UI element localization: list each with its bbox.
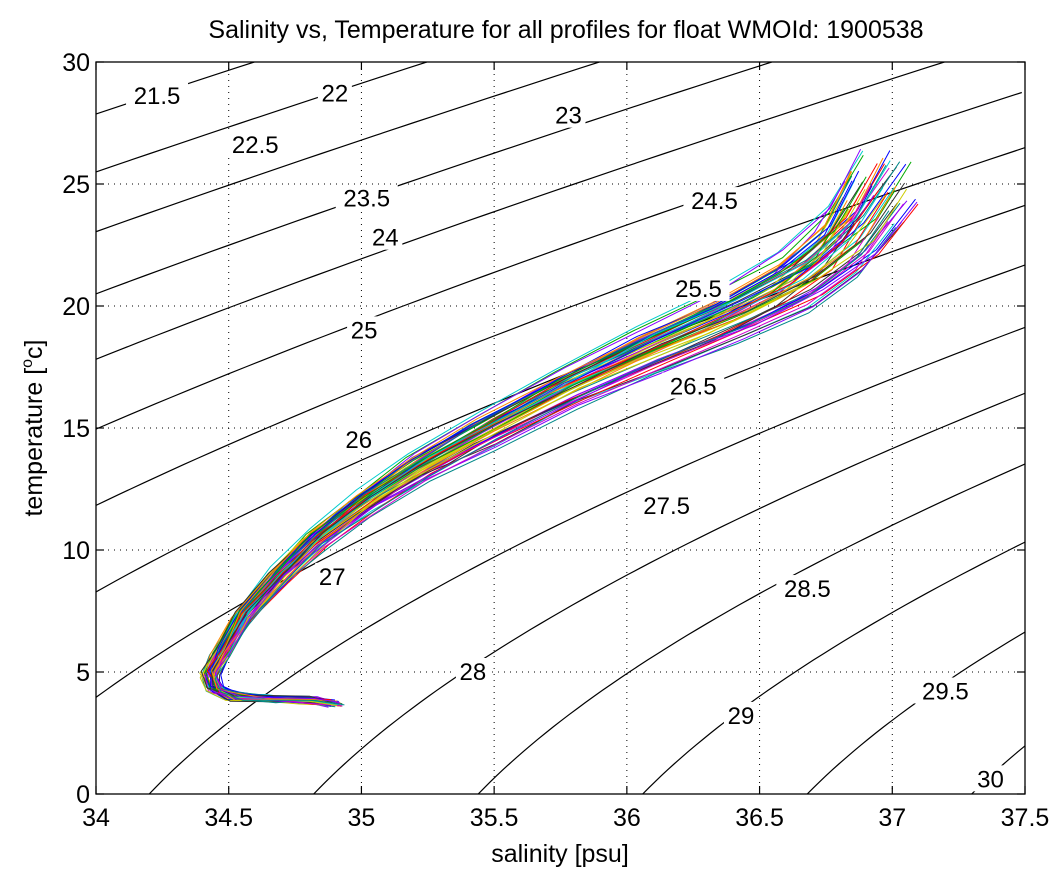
contour-label: 26.5 [670,374,717,401]
density-contour-labels: 21.5 22 22.5 23 23.5 24 24.5 25 25.5 26 26.5 27 27.5… [126,79,1008,793]
contour-label-background [776,575,839,602]
ts-profile-line [210,182,906,705]
x-tick-label: 35.5 [470,804,519,832]
density-contour-line [477,463,1025,794]
contour-label: 24.5 [691,188,738,215]
density-contour-line [313,392,1025,794]
density-contour-line [96,264,1025,699]
density-contour-line [96,62,427,173]
contour-label: 25 [351,317,378,344]
contour-label: 27.5 [643,493,690,520]
contour-label: 23 [555,103,582,130]
x-tick-label: 35 [348,804,376,832]
contour-label: 29.5 [922,679,969,706]
x-tick-label: 34 [82,804,110,832]
y-tick-label: 20 [62,293,90,321]
contour-label: 30 [977,766,1004,793]
contour-label: 26 [345,427,372,454]
x-tick-label: 37 [878,804,906,832]
x-tick-label: 36.5 [735,804,784,832]
contour-label: 29 [728,703,755,730]
chart-title: Salinity vs, Temperature for all profile… [208,16,923,44]
x-axis-label: salinity [psu] [491,840,629,868]
density-contour-line [96,62,772,295]
density-contour-line [642,541,1025,794]
x-tick-label: 34.5 [204,804,253,832]
y-axis-label-superscript: o [19,359,36,368]
contour-label: 25.5 [675,276,722,303]
contour-label-background [635,492,698,519]
contour-label-background [683,187,746,214]
y-tick-label: 0 [76,781,90,809]
density-contour-line [806,631,1025,794]
x-tick-label: 37.5 [1001,804,1050,832]
y-axis-label: temperature [oc] [19,339,48,516]
contour-label-background [667,274,730,301]
contour-label: 27 [319,564,346,591]
contour-label-background [973,765,1008,792]
y-tick-label: 25 [62,171,90,199]
contour-label: 28.5 [784,576,831,603]
density-contour-line [96,91,1022,430]
y-tick-label: 10 [62,537,90,565]
x-tick-label: 36 [613,804,641,832]
axis-ticks: 34 34.5 35 35.5 36 36.5 37 37.5 0 5 10 15 20 25 30 [62,49,1049,832]
y-axis-label-main: temperature [ [20,368,48,517]
contour-label-background [315,562,350,589]
contour-label-background [914,677,977,704]
ts-profile-line [210,170,852,702]
contour-label: 22.5 [232,132,279,159]
y-axis-label-end: c] [20,339,48,358]
ts-profile-line [210,221,902,706]
contour-label-background [723,701,758,728]
contour-label: 22 [322,81,349,108]
y-tick-label: 30 [62,49,90,77]
contour-label: 28 [460,659,487,686]
contour-label-background [455,658,490,684]
density-contour-line [96,62,600,233]
contour-label-background [347,316,382,343]
contour-label-background [551,101,586,128]
contour-label: 21.5 [134,83,181,110]
contour-label: 23.5 [343,186,390,213]
contour-label-background [341,426,376,453]
ts-profile-line [214,201,918,703]
contour-label: 24 [372,225,399,252]
contour-label-background [224,130,287,157]
y-tick-label: 15 [62,415,90,443]
ts-profiles [199,148,919,708]
contour-label-background [368,223,403,250]
contour-label-background [335,184,398,211]
contour-label-background [662,372,725,399]
density-contour-line [96,62,945,360]
density-contour-line [148,326,1025,794]
contour-label-background [317,79,352,106]
ts-profile-line [214,210,890,706]
ts-profile-line [199,196,844,706]
y-tick-label: 5 [76,659,90,687]
contour-label-background [126,82,189,109]
ts-profile-line [214,160,891,706]
